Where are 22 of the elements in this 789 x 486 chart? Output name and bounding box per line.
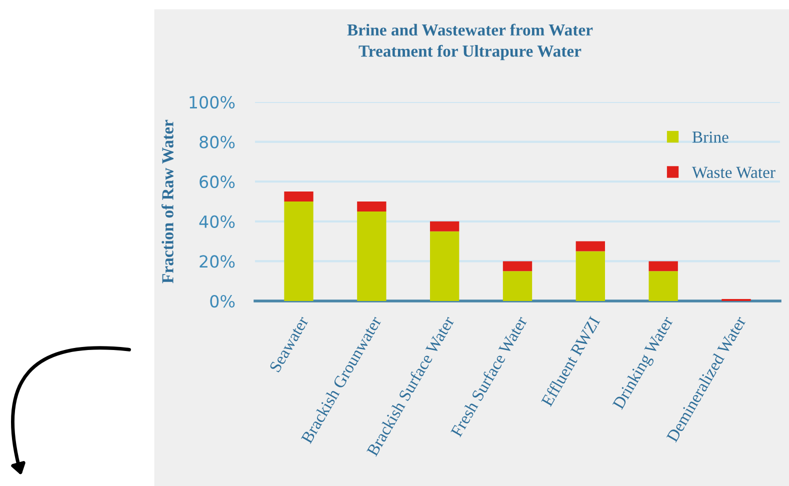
bar xyxy=(502,271,532,301)
y-tick-label: 80% xyxy=(200,136,235,148)
bar xyxy=(648,261,678,272)
bar xyxy=(284,192,314,202)
chart-title: Brine and Wastewater from Water Treatment for Ultrapure Water xyxy=(347,24,593,60)
y-tick-label: 100% xyxy=(190,96,235,109)
bar xyxy=(357,211,386,301)
y-axis-title: Fraction of Raw Water xyxy=(162,120,174,284)
bar xyxy=(648,271,678,301)
legend-label: Brine xyxy=(692,132,728,143)
bar xyxy=(430,221,460,232)
bar xyxy=(357,202,386,212)
y-tick-label: 60% xyxy=(200,176,235,188)
bar xyxy=(576,241,605,252)
y-tick-label: 20% xyxy=(200,255,235,268)
bar xyxy=(430,231,460,301)
legend-label: Waste Water xyxy=(692,166,776,178)
bar xyxy=(502,261,532,272)
y-tick-label: 0% xyxy=(210,294,235,308)
bar xyxy=(284,202,314,301)
bar xyxy=(576,251,605,301)
y-tick-label: 40% xyxy=(199,215,235,228)
